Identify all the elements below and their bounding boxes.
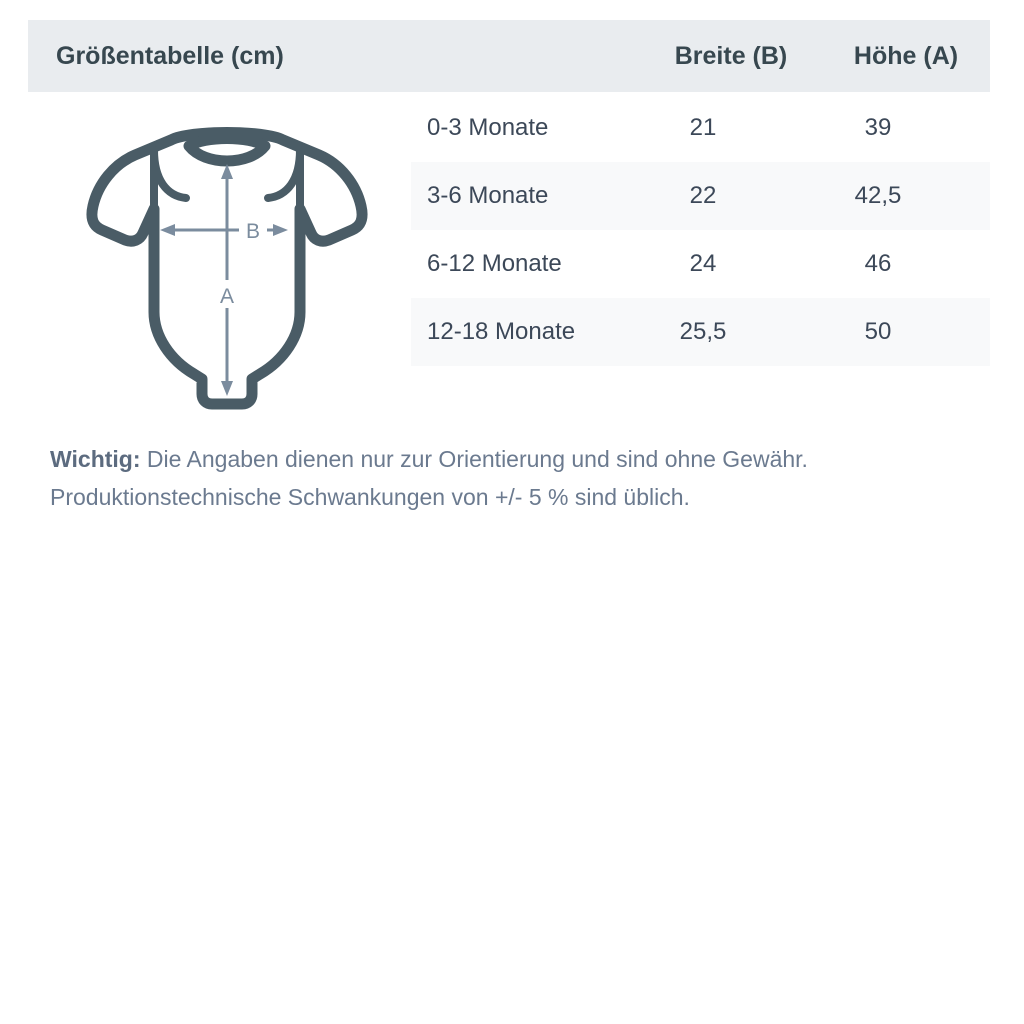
cell-height: 39 [864,114,892,141]
cell-size: 6-12 Monate [427,250,562,277]
dimension-label-width: B [246,220,260,243]
cell-size: 3-6 Monate [427,182,549,209]
shoulder-seam-right [264,146,304,202]
cell-height: 46 [864,250,892,277]
arrowhead-right [273,224,288,236]
baby-bodysuit-diagram: A B [72,122,382,412]
column-header-height: Höhe (A) [853,42,959,70]
bodysuit-outline [86,127,368,410]
table-row: 12-18 Monate 25,5 50 [411,298,990,366]
table-header-band: Größentabelle (cm) Breite (B) Höhe (A) [28,20,990,92]
table-row: 6-12 Monate 24 46 [411,230,990,298]
cell-height: 50 [864,318,892,345]
arrowhead-up [221,164,233,179]
cell-width: 22 [689,182,717,209]
cell-size: 0-3 Monate [427,114,549,141]
bodysuit-icon: A B [86,127,368,410]
cell-width: 24 [689,250,717,277]
cell-size: 12-18 Monate [427,318,576,345]
footnote-emphasis: Wichtig: [50,446,141,472]
arrowhead-left [160,224,175,236]
cell-height: 42,5 [854,182,902,209]
table-row: 0-3 Monate 21 39 [411,94,990,162]
shoulder-seam-left [150,146,190,202]
size-table-body: 0-3 Monate 21 39 3-6 Monate 22 42,5 6-12… [411,94,990,366]
footnote-line-2: Produktionstechnische Schwankungen von +… [50,484,690,510]
cell-width: 21 [689,114,717,141]
page-title: Größentabelle (cm) [56,42,284,70]
dimension-label-height: A [220,285,234,308]
footnote: Wichtig: Die Angaben dienen nur zur Orie… [50,440,990,516]
footnote-line-1-rest: Die Angaben dienen nur zur Orientierung … [140,446,808,472]
table-row: 3-6 Monate 22 42,5 [411,162,990,230]
footnote-line-1: Wichtig: Die Angaben dienen nur zur Orie… [50,440,990,478]
arrowhead-down [221,381,233,396]
column-header-width: Breite (B) [674,42,788,70]
cell-width: 25,5 [679,318,727,345]
neckline-outline [183,133,271,167]
